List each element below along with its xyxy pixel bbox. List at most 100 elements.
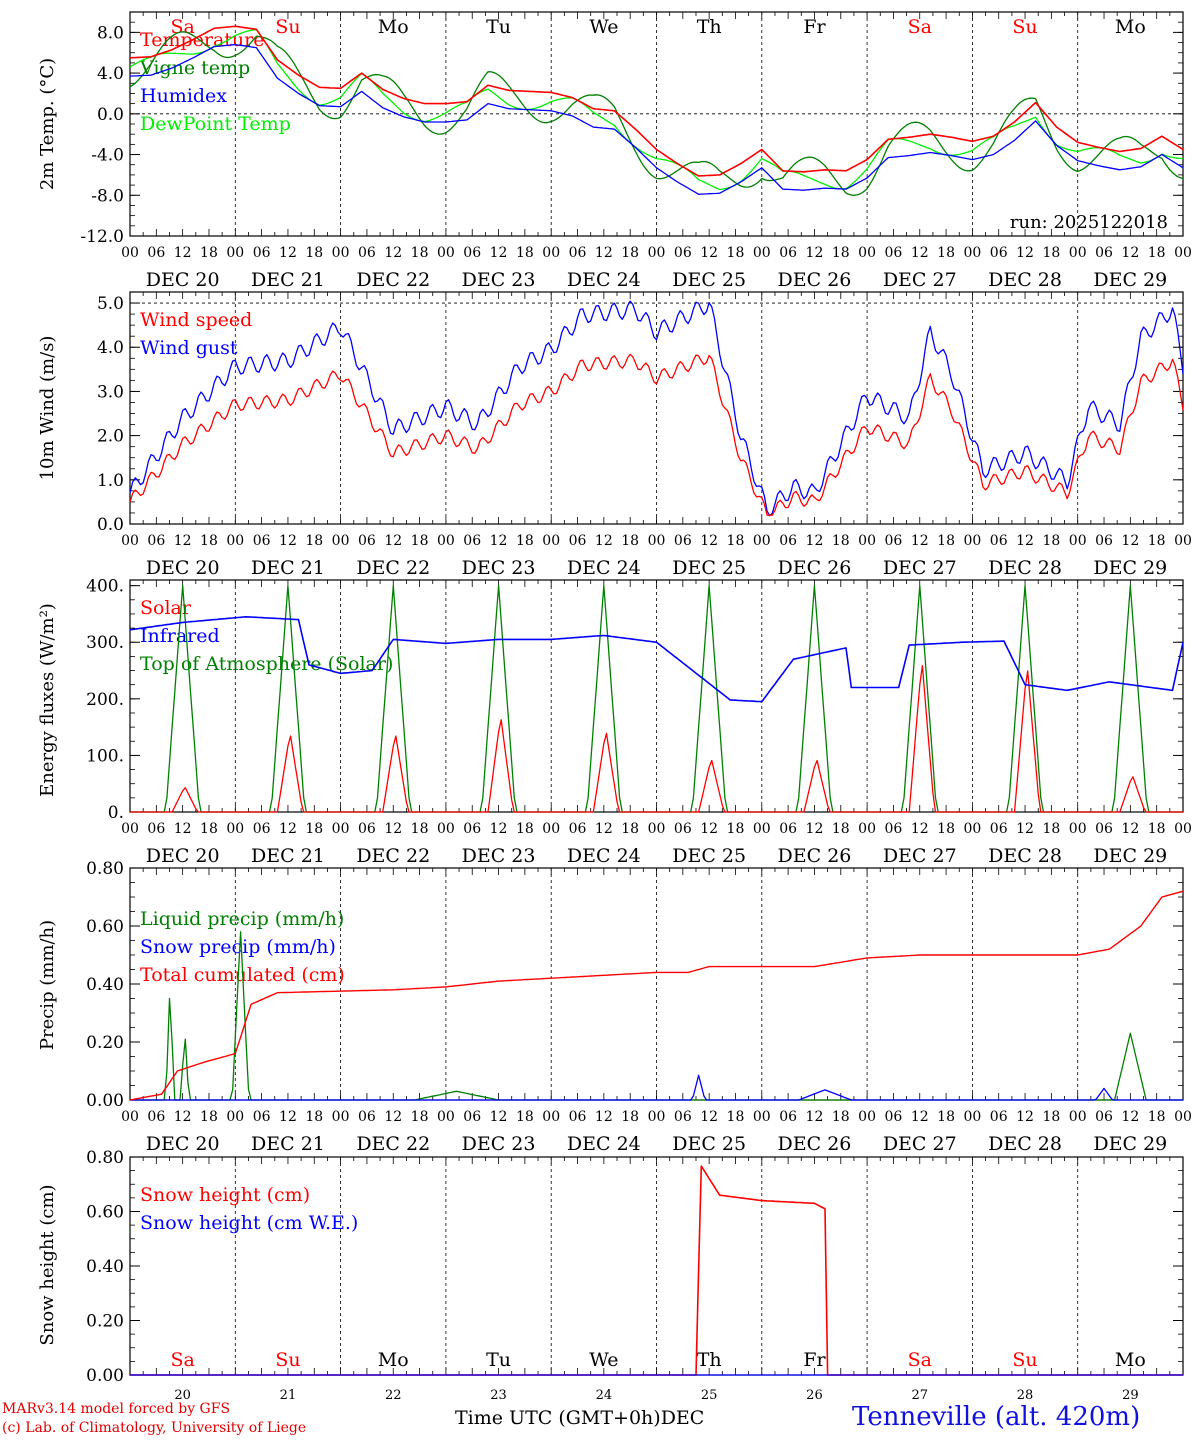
hour-tick-label: 18 — [832, 533, 850, 549]
hour-tick-label: 06 — [358, 245, 376, 261]
hour-tick-label: 12 — [1121, 533, 1139, 549]
hour-tick-label: 06 — [463, 1109, 481, 1125]
precip-ytick-label: 0.80 — [86, 859, 124, 879]
weekday-label-bottom: We — [589, 1349, 618, 1371]
hour-tick-label: 12 — [911, 1109, 929, 1125]
hour-tick-label: 12 — [490, 1109, 508, 1125]
hour-tick-label: 00 — [753, 245, 771, 261]
hour-tick-label: 00 — [963, 821, 981, 837]
hour-tick-label: 18 — [1042, 821, 1060, 837]
hour-tick-label: 00 — [963, 245, 981, 261]
energy-ytick-label: 200. — [86, 690, 124, 710]
hour-tick-label: 12 — [700, 245, 718, 261]
hour-tick-label: 18 — [937, 245, 955, 261]
date-label: DEC 25 — [672, 557, 746, 579]
hour-tick-label: 18 — [200, 821, 218, 837]
hour-tick-label: 12 — [490, 821, 508, 837]
hour-tick-label: 06 — [147, 821, 165, 837]
wind-ylabel: 10m Wind (m/s) — [37, 336, 58, 481]
day-number: 26 — [806, 1388, 823, 1403]
hour-tick-label: 00 — [226, 533, 244, 549]
weekday-label: Su — [1012, 16, 1037, 38]
hour-tick-label: 00 — [1174, 533, 1192, 549]
hour-tick-label: 18 — [937, 533, 955, 549]
hour-tick-label: 18 — [832, 821, 850, 837]
hour-tick-label: 12 — [174, 821, 192, 837]
precip-ytick-label: 0.40 — [86, 975, 124, 995]
hour-tick-label: 18 — [937, 1109, 955, 1125]
hour-tick-label: 12 — [174, 1109, 192, 1125]
hour-tick-label: 18 — [516, 1109, 534, 1125]
hour-tick-label: 06 — [1095, 533, 1113, 549]
weekday-label: Tu — [486, 16, 511, 38]
date-label: DEC 23 — [462, 1133, 536, 1155]
temperature-ylabel: 2m Temp. (°C) — [37, 58, 58, 190]
hour-tick-label: 18 — [621, 821, 639, 837]
hour-tick-label: 12 — [1016, 533, 1034, 549]
hour-tick-label: 06 — [569, 533, 587, 549]
hour-tick-label: 18 — [621, 1109, 639, 1125]
hour-tick-label: 06 — [253, 821, 271, 837]
hour-tick-label: 18 — [1042, 245, 1060, 261]
hour-tick-label: 06 — [253, 245, 271, 261]
hour-tick-label: 06 — [885, 245, 903, 261]
hour-tick-label: 00 — [542, 533, 560, 549]
dewpoint-temp-line — [129, 29, 1184, 191]
energy-ytick-label: 400. — [86, 577, 124, 597]
wind-gust-line — [129, 300, 1184, 517]
hour-tick-label: 00 — [1069, 821, 1087, 837]
model-credit: MARv3.14 model forced by GFS — [2, 1401, 231, 1417]
wind-ytick-label: 1.0 — [97, 471, 124, 491]
hour-tick-label: 12 — [1121, 245, 1139, 261]
hour-tick-label: 00 — [858, 533, 876, 549]
hour-tick-label: 00 — [648, 821, 666, 837]
energy-legend-green: Top of Atmosphere (Solar) — [140, 653, 393, 675]
date-label: DEC 24 — [567, 269, 641, 291]
date-label: DEC 22 — [356, 269, 430, 291]
weekday-label-bottom: Sa — [170, 1349, 194, 1371]
hour-tick-label: 12 — [174, 245, 192, 261]
date-label: DEC 22 — [356, 845, 430, 867]
date-label: DEC 29 — [1093, 557, 1167, 579]
hour-tick-label: 18 — [411, 1109, 429, 1125]
hour-tick-label: 06 — [990, 245, 1008, 261]
hour-tick-label: 00 — [437, 821, 455, 837]
date-label: DEC 24 — [567, 557, 641, 579]
hour-tick-label: 18 — [411, 245, 429, 261]
hour-tick-label: 00 — [437, 245, 455, 261]
hour-tick-label: 06 — [1095, 1109, 1113, 1125]
hour-tick-label: 18 — [727, 245, 745, 261]
hour-tick-label: 00 — [332, 245, 350, 261]
hour-tick-label: 06 — [463, 245, 481, 261]
hour-tick-label: 00 — [332, 1109, 350, 1125]
hour-tick-label: 06 — [147, 1109, 165, 1125]
date-label: DEC 21 — [251, 845, 325, 867]
wind-speed-line — [129, 353, 1184, 516]
date-label: DEC 29 — [1093, 845, 1167, 867]
hour-tick-label: 06 — [674, 821, 692, 837]
precip-legend-green: Liquid precip (mm/h) — [140, 908, 344, 930]
hour-tick-label: 18 — [1148, 821, 1166, 837]
energy-ytick-label: 0. — [108, 803, 124, 823]
day-number: 21 — [280, 1388, 297, 1403]
hour-tick-label: 12 — [595, 245, 613, 261]
hour-tick-label: 18 — [621, 533, 639, 549]
hour-tick-label: 18 — [937, 821, 955, 837]
hour-tick-label: 06 — [358, 533, 376, 549]
solar-line — [130, 664, 1183, 813]
humidex-line — [129, 43, 1184, 195]
snow-ytick-label: 0.60 — [86, 1203, 124, 1223]
hour-tick-label: 00 — [963, 533, 981, 549]
weekday-label: Fr — [803, 16, 826, 38]
hour-tick-label: 00 — [648, 1109, 666, 1125]
date-label: DEC 23 — [462, 557, 536, 579]
weekday-label-bottom: Mo — [1115, 1349, 1146, 1371]
weekday-label-bottom: Sa — [908, 1349, 932, 1371]
hour-tick-label: 06 — [885, 821, 903, 837]
hour-tick-label: 00 — [121, 821, 139, 837]
date-label: DEC 23 — [462, 845, 536, 867]
hour-tick-label: 00 — [226, 1109, 244, 1125]
hour-tick-label: 12 — [911, 245, 929, 261]
hour-tick-label: 00 — [542, 821, 560, 837]
